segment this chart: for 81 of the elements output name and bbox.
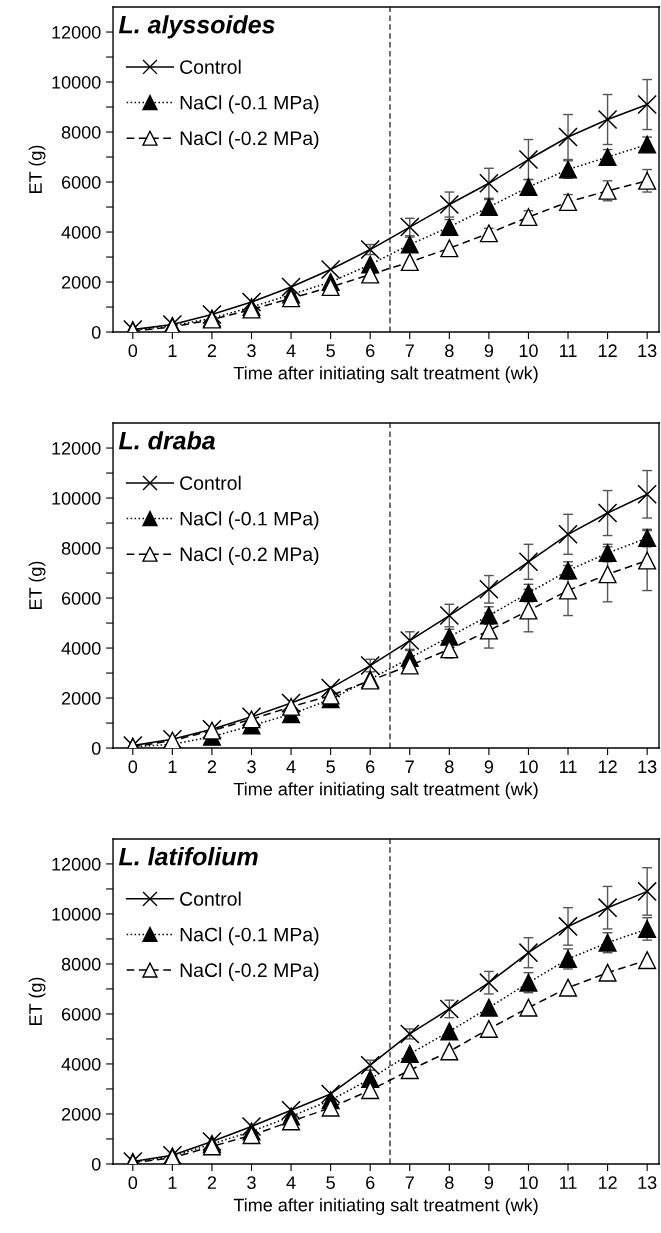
y-tick-label: 2000 (61, 1107, 101, 1121)
x-tick-label: 4 (286, 1176, 296, 1189)
y-axis-title: ET (g) (28, 977, 46, 1025)
legend-label: NaCl (-0.2 MPa) (180, 546, 319, 566)
y-tick-label: 12000 (52, 25, 101, 39)
legend-label: NaCl (-0.1 MPa) (180, 95, 319, 114)
x-tick-label: 3 (247, 344, 256, 358)
y-axis-title: ET (g) (28, 561, 46, 609)
x-tick-label: 0 (128, 344, 138, 358)
x-tick-label: 13 (638, 1176, 657, 1190)
x-tick-label: 2 (207, 1176, 217, 1189)
y-tick-label: 8000 (61, 125, 101, 139)
x-tick-label: 5 (326, 1176, 335, 1190)
chart-title: L. latifolium (118, 847, 258, 866)
x-tick-label: 5 (326, 760, 335, 774)
y-tick-label: 8000 (61, 541, 101, 555)
chart-title: L. alyssoides (118, 15, 275, 39)
x-tick-label: 7 (405, 344, 414, 357)
x-tick-label: 6 (366, 344, 375, 358)
y-tick-label: 6000 (61, 175, 101, 189)
chart-title: L. draba (118, 431, 215, 450)
x-tick-label: 0 (128, 1176, 138, 1190)
y-axis-title: ET (g) (28, 145, 46, 193)
legend-label: NaCl (-0.2 MPa) (180, 130, 319, 150)
x-tick-label: 9 (484, 344, 494, 358)
x-tick-label: 12 (598, 760, 617, 773)
x-tick-label: 7 (405, 1176, 414, 1189)
y-tick-label: 12000 (52, 857, 101, 871)
x-tick-label: 6 (366, 1176, 375, 1190)
legend-label: NaCl (-0.1 MPa) (180, 511, 319, 530)
x-tick-label: 6 (366, 760, 375, 774)
y-tick-label: 6000 (61, 591, 101, 605)
x-tick-label: 11 (560, 1176, 577, 1189)
x-tick-label: 11 (560, 760, 577, 773)
x-tick-label: 4 (286, 344, 296, 357)
x-tick-label: 4 (286, 760, 296, 773)
x-tick-label: 7 (405, 760, 414, 773)
y-tick-label: 10000 (52, 75, 101, 89)
x-tick-label: 12 (598, 344, 617, 357)
x-tick-label: 12 (598, 1176, 617, 1189)
y-tick-label: 10000 (52, 907, 101, 921)
y-tick-label: 2000 (61, 275, 101, 289)
y-tick-label: 4000 (61, 225, 101, 239)
legend-label: Control (180, 59, 241, 74)
x-tick-label: 9 (484, 1176, 494, 1190)
legend-label: Control (180, 475, 241, 490)
x-tick-label: 1 (168, 344, 177, 357)
x-tick-label: 10 (519, 1176, 538, 1190)
y-tick-label: 2000 (61, 691, 101, 705)
x-tick-label: 13 (638, 760, 657, 774)
x-tick-label: 1 (168, 760, 177, 773)
y-tick-label: 10000 (52, 491, 101, 505)
x-axis-title: Time after initiating salt treatment (wk) (233, 782, 538, 800)
x-tick-label: 13 (638, 344, 657, 358)
y-tick-label: 0 (91, 325, 101, 339)
y-tick-label: 6000 (61, 1007, 101, 1021)
x-tick-label: 3 (247, 760, 256, 774)
x-tick-label: 8 (445, 1176, 454, 1190)
y-tick-label: 0 (91, 742, 101, 755)
x-tick-label: 10 (519, 760, 538, 774)
x-tick-label: 9 (484, 760, 494, 774)
x-tick-label: 2 (207, 344, 217, 357)
x-tick-label: 2 (207, 760, 217, 773)
x-tick-label: 8 (445, 760, 454, 774)
legend-label: NaCl (-0.1 MPa) (180, 927, 319, 946)
x-axis-title: Time after initiating salt treatment (wk) (233, 1198, 538, 1215)
x-tick-label: 5 (326, 344, 335, 358)
y-tick-label: 12000 (52, 441, 101, 455)
x-tick-label: 0 (128, 760, 138, 774)
legend-label: Control (180, 891, 241, 906)
x-axis-title: Time after initiating salt treatment (wk) (233, 366, 538, 384)
x-tick-label: 10 (519, 344, 538, 358)
x-tick-label: 11 (560, 344, 577, 357)
y-tick-label: 4000 (61, 1057, 101, 1071)
x-tick-label: 3 (247, 1176, 256, 1190)
y-tick-label: 4000 (61, 641, 101, 655)
legend-label: NaCl (-0.2 MPa) (180, 962, 319, 981)
x-tick-label: 8 (445, 344, 454, 358)
y-tick-label: 0 (91, 1157, 101, 1171)
y-tick-label: 8000 (61, 957, 101, 971)
x-tick-label: 1 (168, 1176, 177, 1189)
